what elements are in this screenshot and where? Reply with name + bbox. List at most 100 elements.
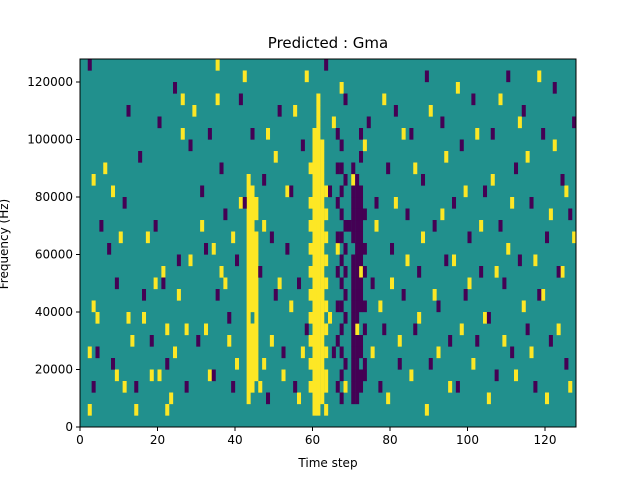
- heatmap-cell-high: [428, 105, 433, 117]
- heatmap-cell-low: [134, 381, 139, 393]
- heatmap-cell-low: [564, 358, 569, 370]
- heatmap-cell-low: [343, 243, 348, 255]
- heatmap-cell-low: [359, 128, 364, 140]
- heatmap-cell-low: [114, 277, 119, 290]
- heatmap-cell-high: [250, 254, 255, 267]
- heatmap-cell-high: [436, 346, 441, 359]
- heatmap-cell-high: [320, 151, 325, 163]
- heatmap-cell-high: [215, 59, 220, 71]
- heatmap-cell-low: [173, 82, 178, 94]
- heatmap-cell-low: [211, 369, 216, 382]
- heatmap-cell-high: [246, 174, 251, 186]
- heatmap-cell-low: [362, 243, 367, 255]
- heatmap-cell-low: [297, 277, 302, 290]
- heatmap-cell-low: [432, 220, 437, 232]
- heatmap-cell-low: [339, 231, 344, 244]
- heatmap-cell-high: [169, 392, 174, 405]
- heatmap-cell-high: [479, 220, 484, 232]
- heatmap-cell-low: [293, 381, 298, 393]
- heatmap-cell-low: [269, 231, 274, 244]
- x-tick-label: 80: [382, 433, 397, 447]
- heatmap-cell-low: [355, 220, 360, 232]
- heatmap-cell-high: [421, 231, 426, 244]
- heatmap-cell-low: [440, 116, 445, 129]
- heatmap-cell-high: [246, 254, 251, 267]
- heatmap-cell-high: [455, 82, 460, 94]
- heatmap-cell-low: [351, 162, 356, 175]
- heatmap-cell-low: [339, 392, 344, 405]
- heatmap-cell-high: [316, 369, 321, 382]
- heatmap-cell-high: [320, 335, 325, 347]
- heatmap-cell-low: [351, 289, 356, 301]
- heatmap-cell-low: [359, 346, 364, 359]
- heatmap-cell-high: [142, 312, 147, 324]
- heatmap-cell-high: [459, 323, 464, 336]
- heatmap-cell-high: [250, 231, 255, 244]
- heatmap-cell-low: [339, 277, 344, 290]
- heatmap-cell-low: [204, 243, 209, 255]
- heatmap-cell-high: [180, 93, 185, 106]
- heatmap-cell-low: [359, 369, 364, 382]
- heatmap-cell-low: [548, 335, 553, 347]
- heatmap-cell-low: [355, 346, 360, 359]
- heatmap-cell-low: [459, 139, 464, 152]
- heatmap-cell-low: [335, 162, 340, 175]
- heatmap-cell-low: [517, 254, 522, 267]
- heatmap-cell-low: [266, 392, 271, 405]
- heatmap-cell-low: [207, 128, 212, 140]
- heatmap-cell-high: [254, 243, 259, 255]
- heatmap-cell-high: [130, 335, 135, 347]
- heatmap-cell-high: [145, 231, 150, 244]
- heatmap-cell-high: [362, 139, 367, 152]
- heatmap-cell-high: [324, 381, 329, 393]
- heatmap-cell-high: [529, 346, 534, 359]
- heatmap-cell-high: [246, 197, 251, 209]
- heatmap-cell-high: [572, 231, 577, 244]
- heatmap-cell-high: [316, 139, 321, 152]
- heatmap-cell-high: [475, 128, 480, 140]
- heatmap-cell-high: [254, 289, 259, 301]
- heatmap-cell-high: [316, 266, 321, 278]
- heatmap-cell-high: [246, 185, 251, 198]
- heatmap-cell-high: [339, 82, 344, 94]
- heatmap-cell-low: [359, 277, 364, 290]
- heatmap-cell-high: [308, 266, 313, 278]
- y-axis: 0 20000 40000 60000 80000 100000 120000: [27, 75, 80, 434]
- heatmap-cell-low: [409, 128, 414, 140]
- heatmap-cell-low: [339, 139, 344, 152]
- heatmap-cell-high: [548, 208, 553, 221]
- heatmap-cell-high: [452, 254, 457, 267]
- heatmap-cell-high: [281, 369, 286, 382]
- heatmap-cell-low: [91, 381, 96, 393]
- heatmap-cell-low: [359, 208, 364, 221]
- heatmap-cell-high: [312, 381, 317, 393]
- heatmap-cell-high: [320, 346, 325, 359]
- heatmap-cell-low: [339, 346, 344, 359]
- heatmap-cell-high: [537, 70, 542, 83]
- heatmap-cell-low: [533, 381, 538, 393]
- heatmap-cell-high: [424, 404, 429, 416]
- heatmap-cell-low: [122, 197, 127, 209]
- heatmap-cell-high: [227, 335, 232, 347]
- heatmap-cell-low: [355, 312, 360, 324]
- heatmap-cell-low: [397, 358, 402, 370]
- heatmap-cell-high: [250, 243, 255, 255]
- heatmap-cell-high: [355, 323, 360, 336]
- heatmap-cell-low: [339, 185, 344, 198]
- heatmap-cell-low: [161, 277, 166, 290]
- heatmap-cell-high: [308, 197, 313, 209]
- heatmap-cell-low: [556, 266, 561, 278]
- heatmap-cell-low: [355, 277, 360, 290]
- chart-title: Predicted : Gma: [268, 34, 388, 52]
- heatmap-cell-low: [521, 105, 526, 117]
- heatmap-cell-high: [246, 208, 251, 221]
- heatmap-cell-low: [235, 254, 240, 267]
- heatmap-cell-high: [254, 369, 259, 382]
- heatmap-cell-high: [308, 312, 313, 324]
- heatmap-cell-high: [304, 70, 309, 83]
- heatmap-cell-low: [351, 358, 356, 370]
- heatmap-cell-high: [250, 197, 255, 209]
- heatmap-cell-low: [479, 266, 484, 278]
- heatmap-cell-high: [250, 289, 255, 301]
